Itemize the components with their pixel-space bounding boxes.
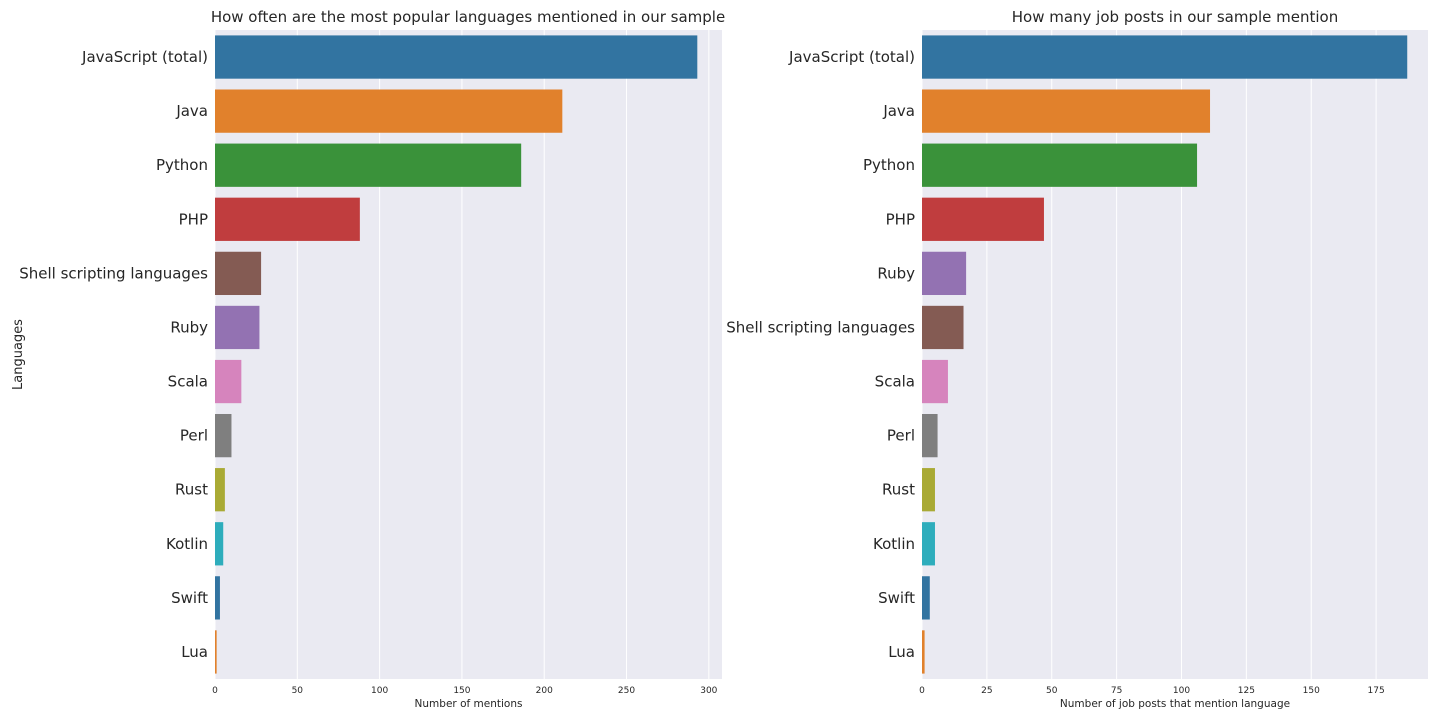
bar: [215, 468, 225, 512]
bar: [922, 89, 1211, 133]
x-tick-label: 150: [453, 686, 470, 696]
x-tick-label: 300: [700, 686, 717, 696]
bar: [215, 522, 224, 566]
bar: [922, 522, 935, 566]
y-tick-label: Lua: [181, 643, 208, 661]
y-tick-label: Ruby: [877, 264, 915, 282]
x-tick-label: 0: [919, 686, 925, 696]
y-tick-label: PHP: [886, 210, 915, 228]
bar: [922, 305, 964, 350]
x-tick-label: 0: [212, 686, 218, 696]
x-tick-label: 50: [1046, 686, 1058, 696]
bar: [922, 197, 1044, 241]
y-tick-label: Kotlin: [873, 535, 915, 553]
bar: [922, 143, 1198, 187]
chart-title: How many job posts in our sample mention: [1012, 8, 1339, 26]
y-tick-label: Perl: [887, 427, 915, 445]
plot-background: [922, 30, 1428, 679]
y-tick-label: Shell scripting languages: [726, 318, 915, 336]
bar: [922, 251, 967, 296]
chart-panel-2: 0 25 50 75 100 125 150 175 JavaScript (total) Jav…: [726, 8, 1428, 710]
y-tick-label: Rust: [882, 481, 915, 499]
y-tick-label: JavaScript (total): [788, 48, 915, 66]
x-axis-label: Number of job posts that mention languag…: [1060, 698, 1290, 710]
bar: [215, 630, 217, 674]
y-tick-label: Python: [156, 156, 208, 174]
bar: [215, 35, 698, 79]
y-tick-label: Lua: [888, 643, 915, 661]
x-tick-label: 50: [292, 686, 304, 696]
y-tick-label: Swift: [878, 589, 915, 607]
y-tick-label: Shell scripting languages: [19, 264, 208, 282]
bar: [215, 197, 360, 241]
y-tick-label: Perl: [180, 427, 208, 445]
x-tick-label: 100: [371, 686, 388, 696]
x-tick-label: 150: [1303, 686, 1320, 696]
x-tick-label: 100: [1173, 686, 1190, 696]
y-tick-label: JavaScript (total): [81, 48, 208, 66]
bar: [215, 413, 232, 458]
y-tick-label: Swift: [171, 589, 208, 607]
plot-background: [215, 30, 722, 679]
bar: [922, 576, 930, 620]
x-tick-label: 25: [981, 686, 992, 696]
bar: [215, 143, 522, 187]
x-tick-label: 175: [1368, 686, 1385, 696]
bar: [922, 35, 1408, 79]
x-tick-label: 250: [618, 686, 635, 696]
bar: [215, 305, 260, 350]
y-tick-label: Scala: [168, 373, 208, 391]
bar: [922, 468, 935, 512]
bar: [922, 630, 925, 674]
bar: [922, 413, 938, 458]
bar: [215, 89, 563, 133]
y-tick-label: Rust: [175, 481, 208, 499]
chart-title: How often are the most popular languages…: [211, 8, 725, 26]
y-tick-label: Ruby: [170, 318, 208, 336]
x-tick-label: 200: [536, 686, 553, 696]
x-axis-label: Number of mentions: [415, 698, 523, 710]
bar: [215, 359, 242, 404]
y-tick-label: Scala: [875, 373, 915, 391]
y-axis-label: Languages: [11, 319, 26, 390]
chart-panel-1: 0 50 100 150 200 250 300 JavaScript (total) Java…: [11, 8, 725, 710]
y-tick-label: Python: [863, 156, 915, 174]
x-tick-label: 125: [1238, 686, 1255, 696]
bar: [215, 251, 262, 296]
y-tick-label: PHP: [179, 210, 208, 228]
x-tick-label: 75: [1111, 686, 1122, 696]
y-tick-label: Java: [882, 102, 915, 120]
y-tick-label: Java: [175, 102, 208, 120]
bar: [215, 576, 220, 620]
bar: [922, 359, 948, 404]
y-tick-label: Kotlin: [166, 535, 208, 553]
